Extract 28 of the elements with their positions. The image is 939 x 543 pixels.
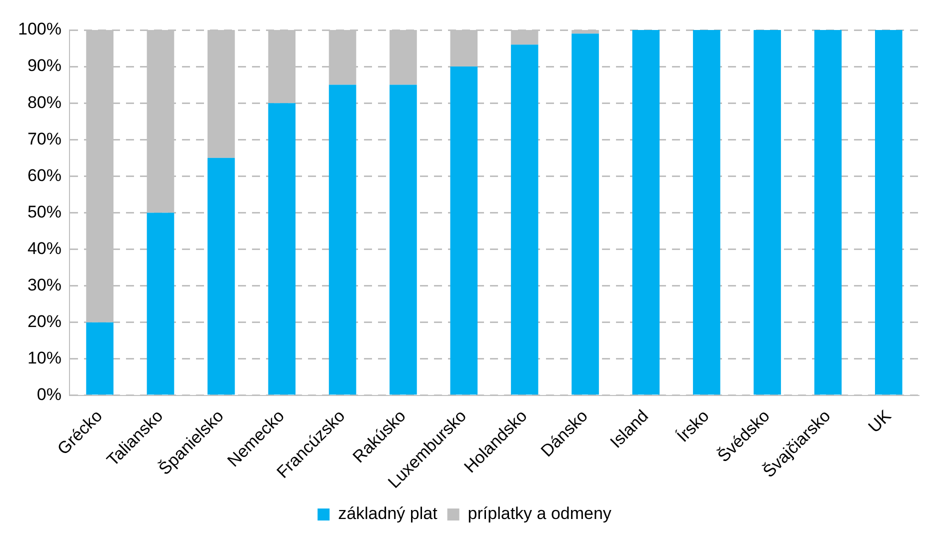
bar bbox=[208, 158, 235, 395]
y-tick-label: 30% bbox=[27, 275, 62, 294]
bar bbox=[875, 30, 902, 395]
y-tick-label: 70% bbox=[27, 129, 62, 148]
y-tick-label: 80% bbox=[27, 92, 62, 112]
y-tick-label: 90% bbox=[27, 56, 62, 76]
bar bbox=[814, 30, 842, 395]
y-tick-label: 0% bbox=[36, 385, 62, 404]
bar bbox=[268, 103, 296, 395]
y-tick-label: 50% bbox=[27, 202, 62, 222]
bar bbox=[572, 34, 599, 395]
x-tick-label: UK bbox=[864, 406, 896, 436]
bar bbox=[692, 30, 720, 395]
bar bbox=[632, 30, 660, 395]
bar bbox=[390, 84, 417, 395]
legend-label: príplatky a odmeny bbox=[468, 504, 612, 524]
legend-label: základný plat bbox=[338, 504, 438, 524]
y-tick-label: 100% bbox=[18, 20, 62, 39]
bar bbox=[510, 44, 538, 395]
bar bbox=[328, 84, 356, 395]
y-tick-label: 10% bbox=[27, 348, 62, 368]
bar bbox=[146, 212, 174, 395]
bar bbox=[450, 66, 478, 395]
bar bbox=[86, 322, 114, 395]
y-tick-label: 60% bbox=[27, 166, 62, 185]
bar bbox=[754, 30, 781, 395]
y-tick-label: 20% bbox=[27, 312, 62, 332]
y-tick-label: 40% bbox=[27, 238, 62, 258]
